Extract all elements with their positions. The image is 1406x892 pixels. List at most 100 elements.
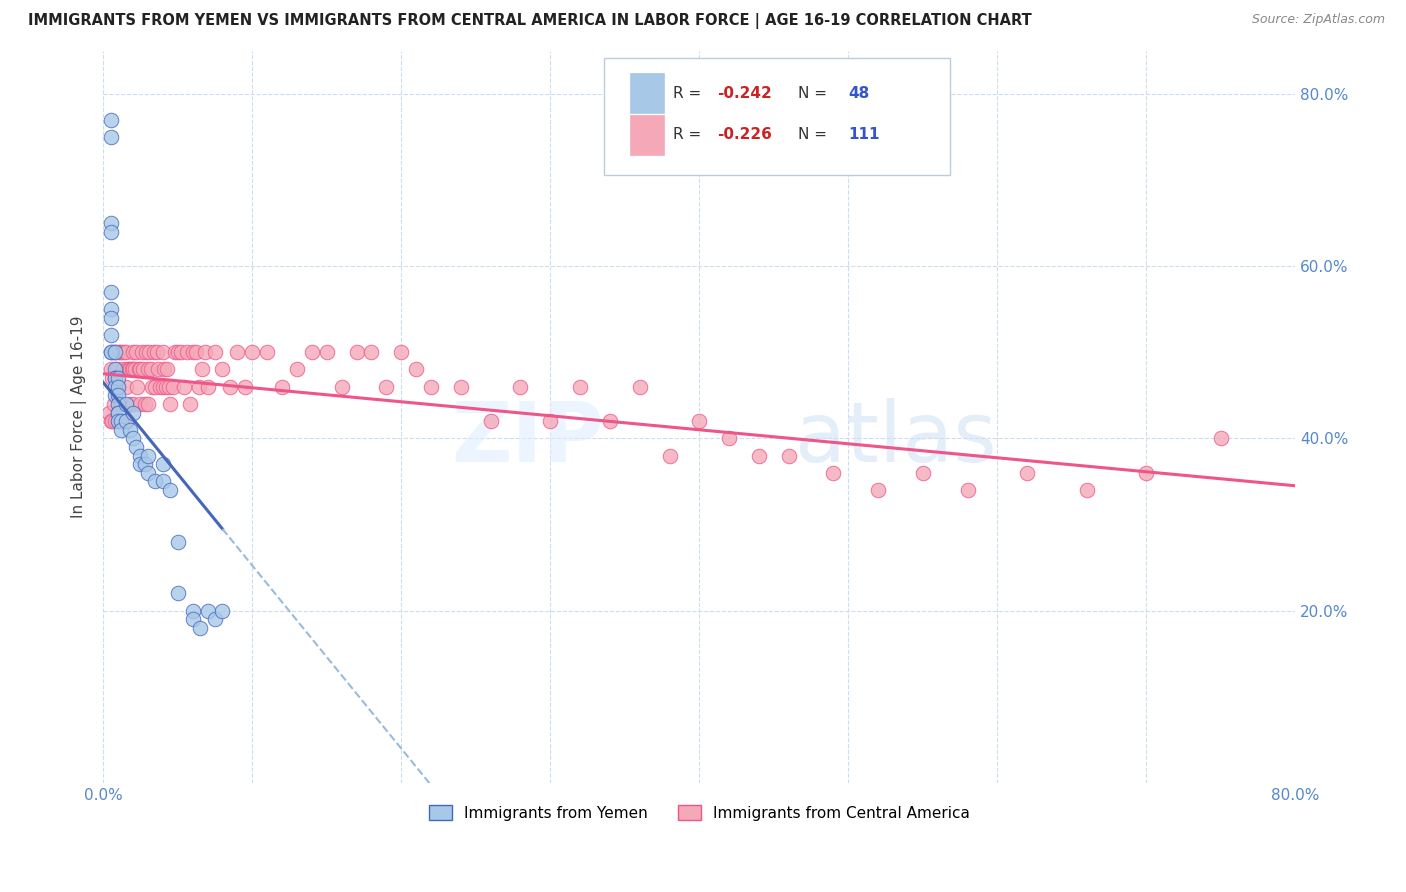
Point xyxy=(121,362,143,376)
Point xyxy=(405,362,427,376)
Point xyxy=(599,414,621,428)
Point xyxy=(104,362,127,376)
Point xyxy=(748,449,770,463)
Point xyxy=(117,362,139,376)
Point xyxy=(136,466,159,480)
Point xyxy=(101,371,124,385)
Text: IMMIGRANTS FROM YEMEN VS IMMIGRANTS FROM CENTRAL AMERICA IN LABOR FORCE | AGE 16: IMMIGRANTS FROM YEMEN VS IMMIGRANTS FROM… xyxy=(28,13,1032,29)
FancyBboxPatch shape xyxy=(605,58,949,175)
Point xyxy=(104,414,127,428)
Text: 48: 48 xyxy=(848,86,870,101)
Point xyxy=(135,345,157,359)
Bar xyxy=(630,73,664,113)
Point xyxy=(114,414,136,428)
Point xyxy=(166,586,188,600)
Point xyxy=(509,380,531,394)
Point xyxy=(134,397,156,411)
Point xyxy=(103,345,125,359)
Point xyxy=(110,397,132,411)
Point xyxy=(181,604,204,618)
Text: ZIP: ZIP xyxy=(451,399,605,479)
Point xyxy=(188,621,211,635)
Point xyxy=(115,362,138,376)
Point xyxy=(114,345,136,359)
Point xyxy=(375,380,398,394)
Point xyxy=(159,397,181,411)
Point xyxy=(100,345,122,359)
Point xyxy=(129,362,152,376)
Point xyxy=(108,397,131,411)
Point xyxy=(124,362,146,376)
Point xyxy=(190,362,212,376)
Point xyxy=(197,380,219,394)
Point xyxy=(152,457,174,471)
Point xyxy=(152,345,174,359)
Point xyxy=(122,431,145,445)
Point xyxy=(104,345,127,359)
Point xyxy=(107,397,129,411)
Point xyxy=(219,380,242,394)
Point xyxy=(420,380,443,394)
Point xyxy=(104,380,127,394)
Point xyxy=(181,345,204,359)
Point xyxy=(156,362,179,376)
Bar xyxy=(630,115,664,155)
Point xyxy=(107,371,129,385)
Point xyxy=(153,362,176,376)
Point xyxy=(538,414,561,428)
Point xyxy=(107,414,129,428)
Point xyxy=(100,302,122,317)
Point xyxy=(122,345,145,359)
Text: R =: R = xyxy=(673,128,706,143)
Point xyxy=(166,534,188,549)
Point xyxy=(145,380,167,394)
Point xyxy=(166,345,188,359)
Point xyxy=(100,414,122,428)
Point xyxy=(301,345,323,359)
Point xyxy=(98,406,121,420)
Point xyxy=(170,345,193,359)
Text: R =: R = xyxy=(673,86,706,101)
Point xyxy=(101,414,124,428)
Y-axis label: In Labor Force | Age 16-19: In Labor Force | Age 16-19 xyxy=(72,316,87,518)
Point xyxy=(204,345,226,359)
Point xyxy=(103,397,125,411)
Point xyxy=(240,345,263,359)
Point xyxy=(134,457,156,471)
Point xyxy=(100,112,122,127)
Point xyxy=(105,362,128,376)
Point xyxy=(129,397,152,411)
Point xyxy=(149,380,172,394)
Point xyxy=(122,397,145,411)
Point xyxy=(193,345,215,359)
Point xyxy=(104,388,127,402)
Point xyxy=(115,414,138,428)
Point xyxy=(104,345,127,359)
Point xyxy=(112,345,135,359)
Point xyxy=(108,345,131,359)
Point xyxy=(111,362,134,376)
Point xyxy=(128,362,150,376)
Point xyxy=(146,345,169,359)
Point xyxy=(145,475,167,489)
Point xyxy=(107,414,129,428)
Point xyxy=(136,362,159,376)
Point xyxy=(104,380,127,394)
Point xyxy=(100,310,122,325)
Point xyxy=(118,362,141,376)
Point xyxy=(569,380,592,394)
Point xyxy=(107,345,129,359)
Point xyxy=(142,345,165,359)
Point xyxy=(1209,431,1232,445)
Point xyxy=(1017,466,1039,480)
Point xyxy=(285,362,308,376)
Point xyxy=(211,604,233,618)
Point xyxy=(628,380,651,394)
Point xyxy=(718,431,741,445)
Point xyxy=(100,328,122,343)
Point xyxy=(179,397,201,411)
Point xyxy=(100,129,122,144)
Text: N =: N = xyxy=(799,86,832,101)
Point xyxy=(107,406,129,420)
Point xyxy=(658,449,681,463)
